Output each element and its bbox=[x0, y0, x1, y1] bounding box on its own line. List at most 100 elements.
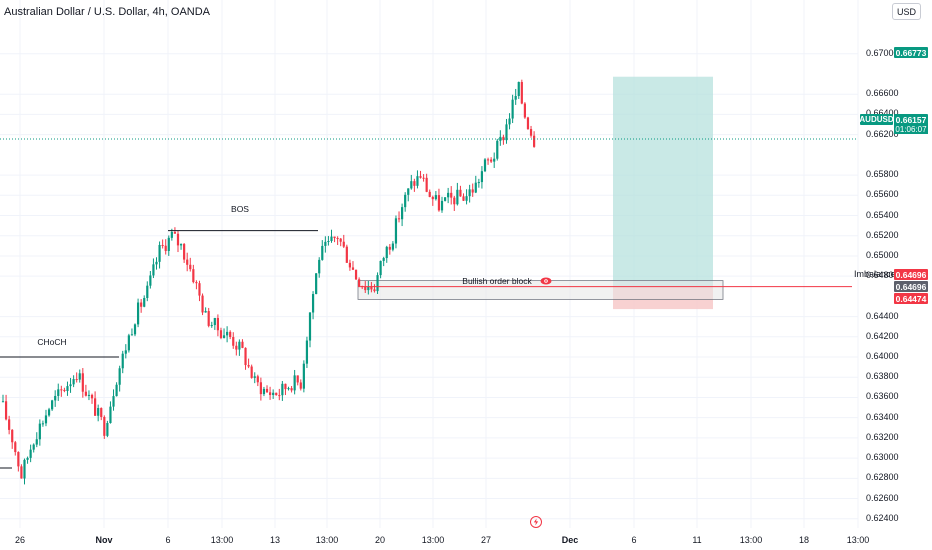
candle-body bbox=[376, 275, 379, 292]
price-tick-label: 0.63200 bbox=[866, 431, 899, 442]
candle-body bbox=[133, 324, 137, 335]
candle-body bbox=[305, 340, 309, 364]
lightning-icon[interactable] bbox=[530, 516, 542, 528]
candle-body bbox=[508, 118, 511, 125]
candle-body bbox=[450, 192, 453, 198]
candle-body bbox=[379, 260, 382, 276]
price-tick-label: 0.67000 bbox=[866, 47, 899, 58]
candle-body bbox=[278, 395, 281, 397]
candle-body bbox=[308, 312, 312, 341]
candle-body bbox=[311, 294, 315, 313]
candle-body bbox=[4, 401, 8, 420]
date-tick-label: 11 bbox=[692, 535, 702, 545]
candle-body bbox=[8, 419, 11, 430]
grid bbox=[0, 0, 859, 528]
candle-body bbox=[287, 388, 290, 390]
candle-body bbox=[351, 267, 355, 270]
candle-body bbox=[404, 194, 407, 208]
candle-body bbox=[373, 289, 376, 292]
candle-body bbox=[1, 401, 5, 403]
bar-countdown: 01:06:07 bbox=[894, 124, 928, 134]
date-tick-label: 18 bbox=[798, 535, 810, 545]
date-tick-label: 6 bbox=[631, 535, 637, 545]
candle-body bbox=[66, 386, 69, 392]
candle-body bbox=[493, 158, 496, 162]
eye-icon[interactable] bbox=[540, 277, 552, 285]
candle-body bbox=[471, 189, 474, 193]
candle-body bbox=[103, 416, 106, 436]
candle-body bbox=[72, 379, 75, 385]
candle-body bbox=[189, 264, 192, 270]
candle-body bbox=[152, 264, 155, 276]
candle-body bbox=[124, 350, 127, 354]
candle-body bbox=[109, 406, 112, 424]
candle-body bbox=[281, 383, 284, 396]
candle-body bbox=[41, 423, 45, 425]
candle-body bbox=[136, 302, 140, 325]
candle-body bbox=[459, 189, 462, 197]
candle-body bbox=[428, 191, 431, 197]
date-tick-label: Dec bbox=[561, 535, 579, 545]
candle-body bbox=[385, 246, 388, 259]
candle-body bbox=[170, 231, 173, 238]
candle-body bbox=[354, 269, 358, 280]
candle-body bbox=[149, 275, 152, 286]
candle-body bbox=[78, 373, 81, 380]
candle-body bbox=[517, 82, 520, 96]
candle-body bbox=[213, 317, 216, 326]
candle-body bbox=[229, 331, 232, 338]
candle-body bbox=[161, 244, 164, 246]
candle-body bbox=[477, 182, 480, 184]
candle-body bbox=[87, 394, 91, 396]
candle-body bbox=[529, 129, 533, 136]
date-tick-label: 13:00 bbox=[421, 535, 445, 545]
currency-button[interactable]: USD bbox=[892, 3, 921, 20]
candle-body bbox=[437, 195, 441, 211]
candle-body bbox=[94, 398, 97, 416]
price-tick-label: 0.62800 bbox=[866, 472, 899, 483]
price-tick-label: 0.62600 bbox=[866, 492, 899, 503]
price-tick-label: 0.64800 bbox=[866, 270, 899, 281]
candle-body bbox=[302, 363, 305, 389]
candle-body bbox=[382, 258, 385, 261]
price-tick-label: 0.66400 bbox=[866, 108, 899, 118]
candle-body bbox=[247, 365, 250, 367]
order-block-label: Bullish order block bbox=[462, 276, 532, 286]
price-tick-label: 0.65600 bbox=[866, 189, 899, 200]
candle-body bbox=[370, 286, 373, 290]
date-tick-label: 27 bbox=[480, 535, 492, 545]
candle-body bbox=[284, 383, 287, 390]
candle-body bbox=[511, 99, 514, 119]
candle-body bbox=[272, 392, 275, 395]
candle-body bbox=[198, 283, 201, 296]
candle-body bbox=[502, 136, 505, 141]
date-tick-label: 13:00 bbox=[739, 535, 763, 545]
candle-body bbox=[146, 285, 149, 298]
candle-body bbox=[222, 335, 226, 338]
stop-price-tag: 0.64474 bbox=[894, 293, 928, 304]
date-tick-label: 6 bbox=[165, 535, 171, 545]
candle-body bbox=[520, 82, 523, 104]
candle-body bbox=[44, 415, 48, 424]
candle-body bbox=[483, 159, 487, 172]
candle-body bbox=[474, 182, 477, 193]
candle-body bbox=[526, 117, 530, 130]
order-block-box bbox=[357, 280, 724, 300]
order-block-price-tag: 0.64696 bbox=[894, 281, 928, 292]
candle-body bbox=[97, 408, 100, 416]
candle-body bbox=[35, 439, 38, 445]
candle-body bbox=[505, 124, 508, 141]
candle-body bbox=[321, 245, 324, 260]
candle-body bbox=[192, 269, 195, 283]
candle-body bbox=[358, 279, 361, 287]
candle-body bbox=[63, 389, 66, 392]
candle-body bbox=[397, 218, 401, 220]
candle-body bbox=[47, 409, 51, 416]
candle-body bbox=[318, 259, 321, 274]
candle-body bbox=[333, 236, 336, 239]
candle-body bbox=[434, 195, 437, 200]
candle-body bbox=[299, 382, 302, 389]
imbalance-price-tag: 0.64696 bbox=[894, 269, 928, 280]
